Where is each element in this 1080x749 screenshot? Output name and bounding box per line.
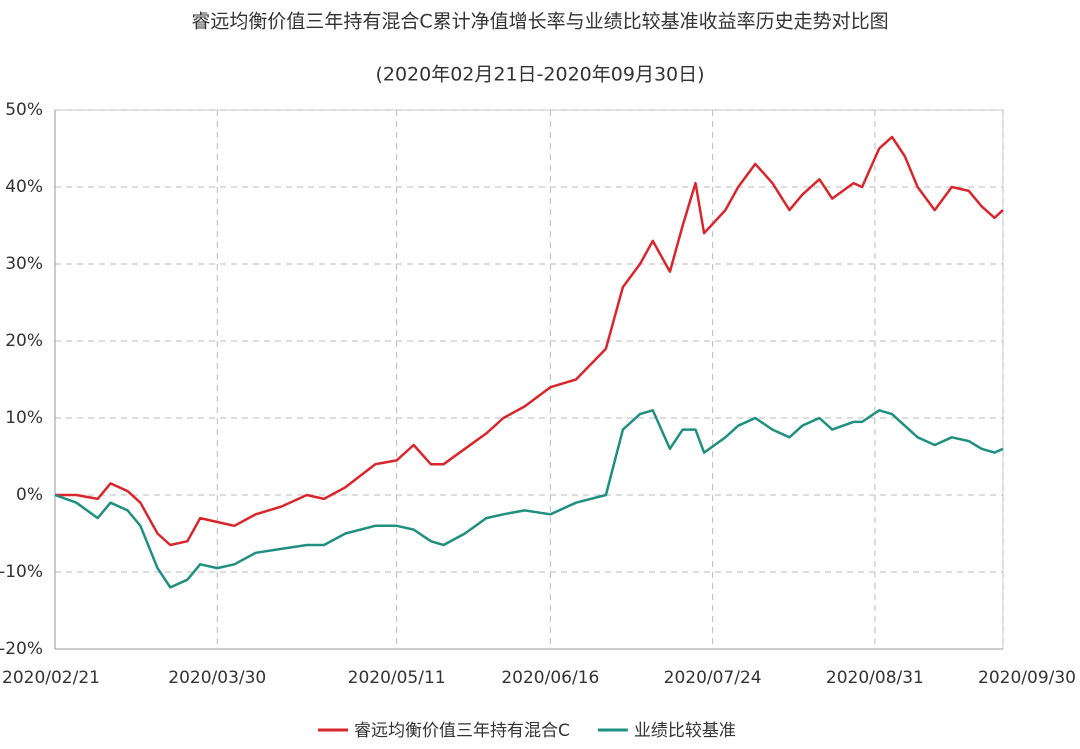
x-tick-label: 2020/06/16 [501, 668, 599, 688]
y-tick-label: -20% [0, 639, 43, 659]
chart-subtitle: (2020年02月21日-2020年09月30日) [375, 64, 704, 86]
x-tick-label: 2020/03/30 [168, 668, 266, 688]
x-tick-label: 2020/05/11 [348, 668, 446, 688]
x-tick-label: 2020/09/30 [978, 668, 1076, 688]
y-tick-label: 0% [16, 485, 43, 505]
chart-title: 睿远均衡价值三年持有混合C累计净值增长率与业绩比较基准收益率历史走势对比图 [191, 11, 888, 33]
x-tick-label: 2020/08/31 [826, 668, 924, 688]
y-tick-label: 10% [5, 408, 43, 428]
y-tick-label: 20% [5, 331, 43, 351]
series-line [54, 409, 1004, 589]
y-tick-label: -10% [0, 562, 43, 582]
y-tick-label: 40% [5, 177, 43, 197]
legend-label: 业绩比较基准 [634, 721, 736, 741]
x-tick-label: 2020/07/24 [664, 668, 762, 688]
x-tick-label: 2020/02/21 [2, 668, 100, 688]
y-tick-label: 50% [5, 100, 43, 120]
y-tick-label: 30% [5, 254, 43, 274]
legend-label: 睿远均衡价值三年持有混合C [354, 721, 570, 741]
series-line [55, 135, 1004, 547]
